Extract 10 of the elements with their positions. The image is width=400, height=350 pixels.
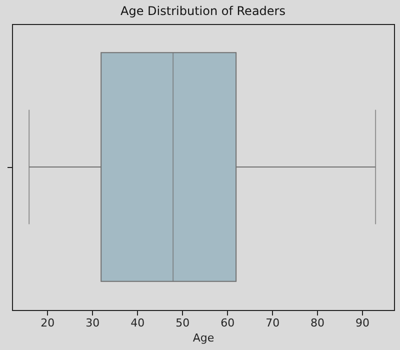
x-tick-label: 50	[176, 316, 190, 330]
x-tick-label: 60	[220, 316, 235, 330]
x-tick-label: 80	[310, 316, 325, 330]
x-tick-label: 30	[86, 316, 100, 330]
x-axis-title: Age	[192, 332, 214, 344]
x-tick-label: 20	[40, 316, 55, 330]
x-tick-label: 40	[130, 316, 145, 330]
x-tick-label: 70	[266, 316, 280, 330]
x-tick-label: 90	[356, 316, 370, 330]
chart-title: Age Distribution of Readers	[120, 4, 286, 18]
